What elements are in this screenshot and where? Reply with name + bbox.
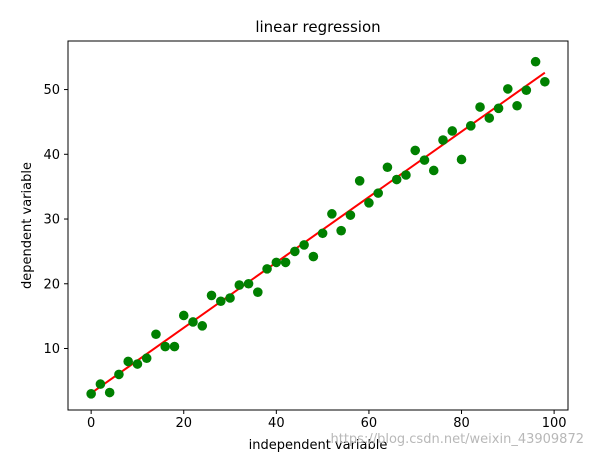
x-tick-label-80: 80 (453, 416, 470, 431)
x-tick-label-40: 40 (268, 416, 285, 431)
y-tick-label-40: 40 (43, 148, 60, 163)
data-point-17 (243, 278, 254, 289)
data-point-19 (262, 264, 272, 274)
data-point-40 (456, 154, 467, 165)
data-point-38 (438, 135, 448, 145)
data-point-26 (327, 209, 337, 219)
data-point-49 (540, 76, 550, 87)
data-point-47 (521, 85, 532, 95)
tick-layer: 0 20 40 60 80 100 10 20 30 40 50 (43, 83, 566, 431)
x-tick-label-0: 0 (87, 416, 95, 431)
data-point-30 (364, 198, 374, 208)
data-point-29 (354, 176, 365, 186)
data-point-18 (253, 287, 263, 297)
data-point-9 (169, 341, 180, 352)
data-point-11 (188, 317, 198, 327)
data-point-1 (95, 379, 106, 389)
data-point-2 (104, 387, 115, 398)
data-point-33 (391, 174, 402, 185)
data-point-13 (206, 290, 217, 301)
data-point-21 (280, 257, 291, 268)
data-point-25 (317, 228, 328, 239)
data-point-34 (401, 170, 411, 180)
data-point-45 (503, 84, 513, 94)
data-point-43 (484, 113, 495, 123)
data-point-28 (345, 210, 356, 220)
data-point-31 (373, 188, 383, 198)
data-point-23 (299, 240, 309, 250)
plot-area (68, 41, 568, 410)
data-point-15 (225, 293, 235, 303)
data-point-27 (336, 225, 346, 236)
data-point-7 (151, 329, 161, 340)
data-point-0 (86, 389, 96, 399)
x-axis-label: independent variable (249, 438, 388, 453)
data-point-24 (308, 251, 319, 262)
y-tick-label-50: 50 (43, 83, 60, 98)
y-tick-label-30: 30 (43, 213, 60, 228)
data-point-39 (447, 126, 458, 136)
y-axis-label: dependent variable (20, 162, 35, 289)
plot-frame (67, 40, 569, 411)
data-point-3 (114, 369, 124, 380)
data-point-44 (493, 103, 504, 114)
data-point-36 (419, 155, 430, 165)
data-point-22 (290, 246, 300, 257)
data-point-14 (215, 296, 226, 307)
data-points (86, 56, 550, 399)
data-point-8 (160, 341, 171, 352)
y-tick-label-10: 10 (43, 342, 60, 357)
data-point-35 (410, 145, 421, 156)
x-tick-label-100: 100 (542, 416, 567, 431)
data-point-41 (465, 121, 476, 131)
data-point-6 (141, 353, 152, 364)
data-point-32 (382, 162, 393, 173)
data-point-48 (530, 56, 541, 67)
data-point-5 (132, 359, 143, 369)
data-point-37 (428, 165, 439, 176)
watermark: https://blog.csdn.net/weixin_43909872 (330, 432, 584, 447)
x-tick-label-20: 20 (175, 416, 192, 431)
data-point-16 (234, 280, 245, 290)
chart-title: linear regression (255, 18, 380, 36)
data-point-20 (271, 257, 282, 268)
data-point-10 (178, 310, 189, 321)
data-point-42 (475, 102, 485, 112)
data-point-4 (123, 356, 133, 367)
x-tick-label-60: 60 (361, 416, 378, 431)
y-tick-label-20: 20 (43, 277, 60, 292)
data-point-12 (197, 321, 208, 331)
data-point-46 (512, 100, 522, 111)
